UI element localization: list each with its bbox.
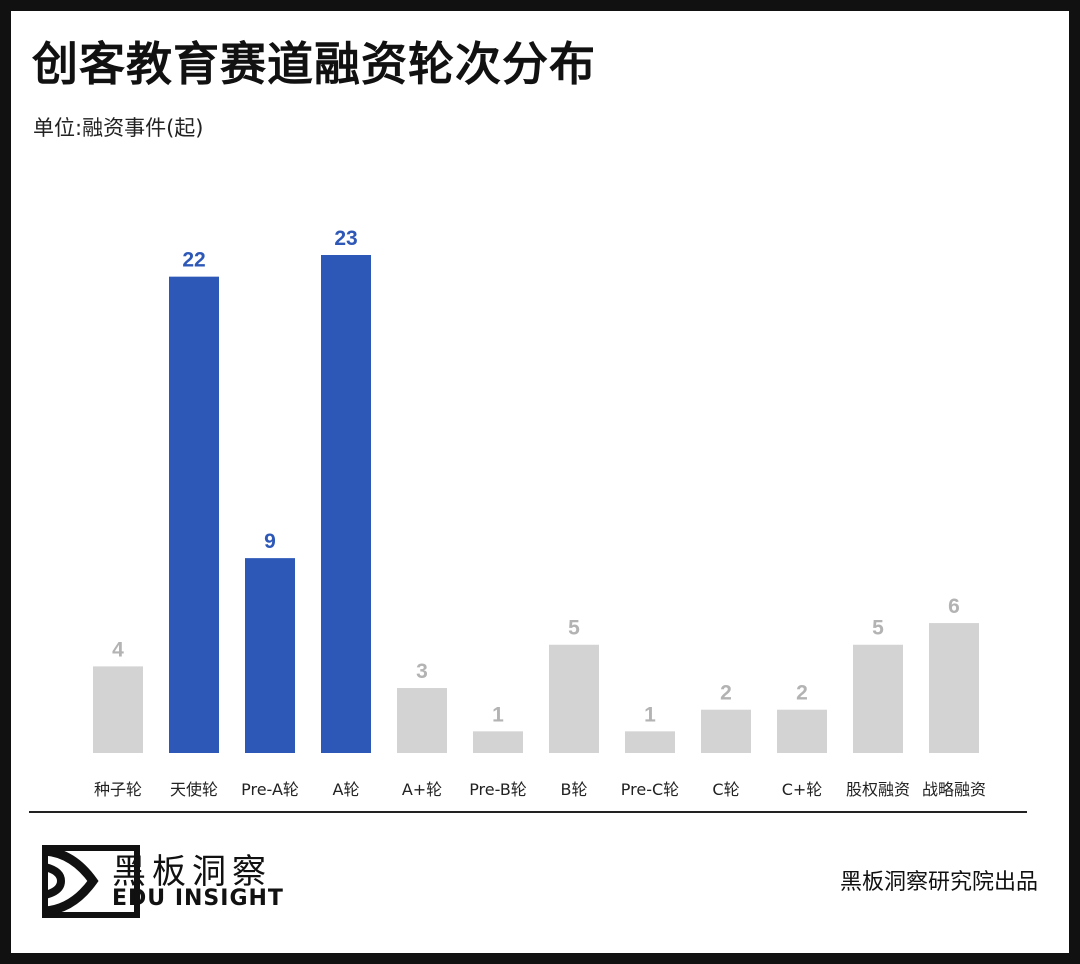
- category-label: 天使轮: [170, 780, 218, 799]
- bar: [549, 644, 599, 753]
- credit-text: 黑板洞察研究院出品: [839, 870, 1038, 895]
- brand-name-en: EDU INSIGHT: [112, 886, 284, 911]
- data-label: 9: [264, 530, 276, 553]
- category-label: 战略融资: [922, 780, 986, 799]
- category-label: A轮: [333, 780, 360, 799]
- data-label: 2: [796, 682, 808, 705]
- category-label: A+轮: [402, 780, 442, 799]
- data-label: 1: [492, 703, 504, 726]
- bar: [321, 255, 371, 753]
- bar: [169, 276, 219, 753]
- divider: [29, 811, 1027, 813]
- bar: [245, 558, 295, 753]
- category-label: C+轮: [782, 780, 823, 799]
- category-label: Pre-C轮: [621, 780, 679, 799]
- data-label: 1: [644, 703, 656, 726]
- category-label: Pre-B轮: [469, 780, 527, 799]
- bar: [853, 644, 903, 753]
- bar: [777, 709, 827, 753]
- bar: [701, 709, 751, 753]
- data-label: 5: [872, 617, 884, 640]
- data-label: 6: [948, 595, 960, 618]
- data-label: 22: [182, 249, 205, 272]
- bar: [929, 623, 979, 753]
- brand-name-cn: 黑板洞察: [112, 852, 272, 892]
- category-label: C轮: [712, 780, 739, 799]
- bar: [397, 688, 447, 753]
- data-label: 23: [334, 227, 357, 250]
- unit-label: 单位:融资事件(起): [33, 116, 204, 140]
- category-label: B轮: [561, 780, 588, 799]
- data-label: 3: [416, 660, 428, 683]
- edu-insight-logo-icon: [42, 845, 140, 918]
- chart-title: 创客教育赛道融资轮次分布: [32, 37, 596, 91]
- bar: [93, 666, 143, 753]
- category-label: 股权融资: [846, 780, 910, 799]
- bar: [473, 731, 523, 753]
- bar: [625, 731, 675, 753]
- data-label: 2: [720, 682, 732, 705]
- category-label: Pre-A轮: [241, 780, 299, 799]
- data-label: 4: [112, 638, 124, 661]
- category-label: 种子轮: [94, 780, 142, 799]
- data-label: 5: [568, 617, 580, 640]
